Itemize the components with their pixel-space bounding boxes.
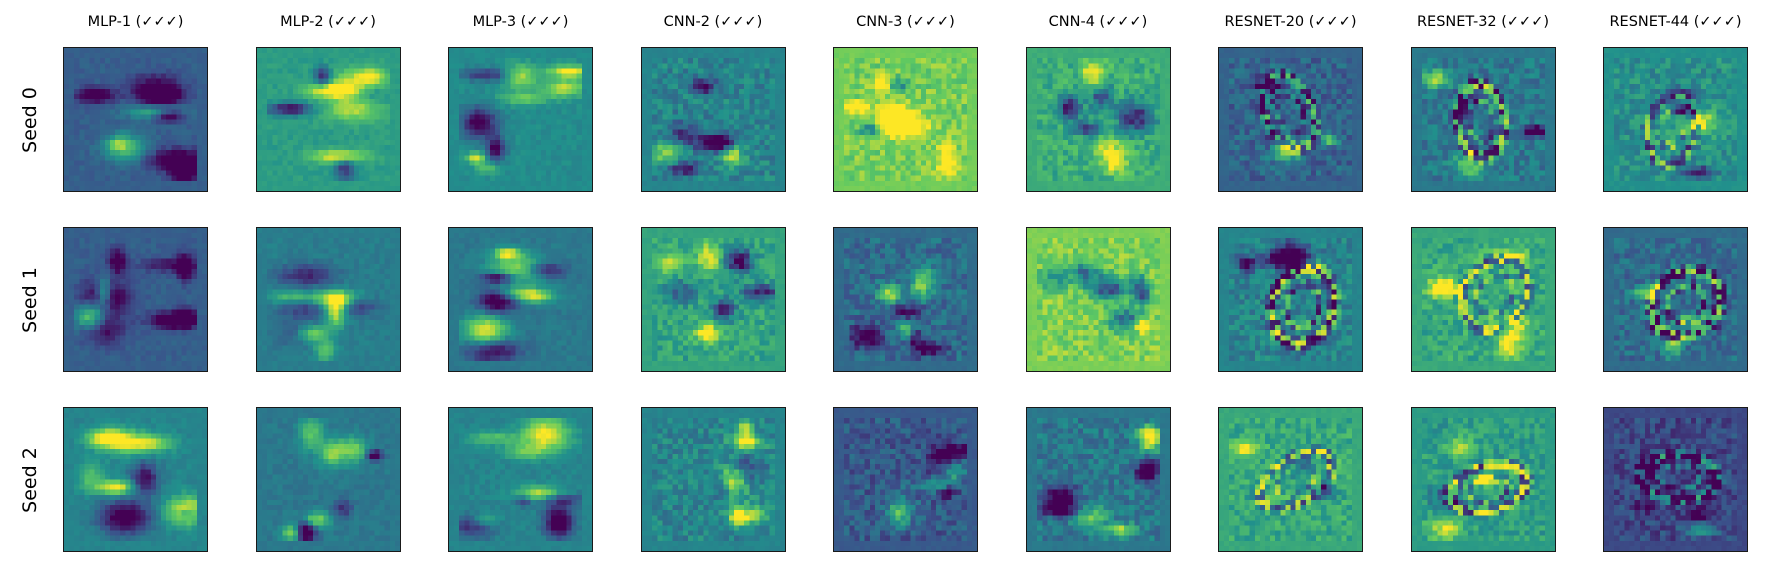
- column-title: RESNET-32 (✓✓✓): [1373, 14, 1593, 30]
- saliency-panel: [1410, 407, 1556, 552]
- saliency-panel: [255, 227, 401, 372]
- saliency-panel: [1218, 407, 1363, 552]
- column-title: MLP-1 (✓✓✓): [26, 14, 246, 30]
- saliency-panel: [833, 227, 978, 372]
- column-title: RESNET-20 (✓✓✓): [1181, 14, 1401, 30]
- saliency-panel: [1603, 47, 1748, 192]
- column-title: MLP-3 (✓✓✓): [411, 14, 631, 30]
- saliency-panel: [63, 47, 208, 192]
- saliency-panel: [1025, 407, 1171, 552]
- saliency-panel: [640, 47, 786, 192]
- saliency-panel: [1025, 227, 1171, 372]
- saliency-panel: [63, 227, 208, 372]
- row-label: Seed 0: [19, 87, 41, 153]
- row-label: Seed 1: [19, 267, 41, 333]
- saliency-panel: [448, 407, 593, 552]
- saliency-panel: [448, 227, 593, 372]
- saliency-panel: [833, 47, 978, 192]
- column-title: CNN-4 (✓✓✓): [988, 14, 1208, 30]
- column-title: MLP-2 (✓✓✓): [218, 14, 438, 30]
- saliency-panel: [1603, 227, 1748, 372]
- saliency-panel: [255, 47, 401, 192]
- saliency-panel: [833, 407, 978, 552]
- column-title: CNN-2 (✓✓✓): [603, 14, 823, 30]
- saliency-panel: [255, 407, 401, 552]
- saliency-panel: [640, 227, 786, 372]
- saliency-panel: [448, 47, 593, 192]
- column-title: CNN-3 (✓✓✓): [796, 14, 1016, 30]
- saliency-panel: [640, 407, 786, 552]
- saliency-panel: [1410, 227, 1556, 372]
- saliency-panel: [1218, 47, 1363, 192]
- saliency-panel: [1218, 227, 1363, 372]
- column-title: RESNET-44 (✓✓✓): [1566, 14, 1775, 30]
- saliency-panel: [63, 407, 208, 552]
- saliency-panel: [1410, 47, 1556, 192]
- saliency-panel: [1025, 47, 1171, 192]
- row-label: Seed 2: [19, 447, 41, 513]
- saliency-panel: [1603, 407, 1748, 552]
